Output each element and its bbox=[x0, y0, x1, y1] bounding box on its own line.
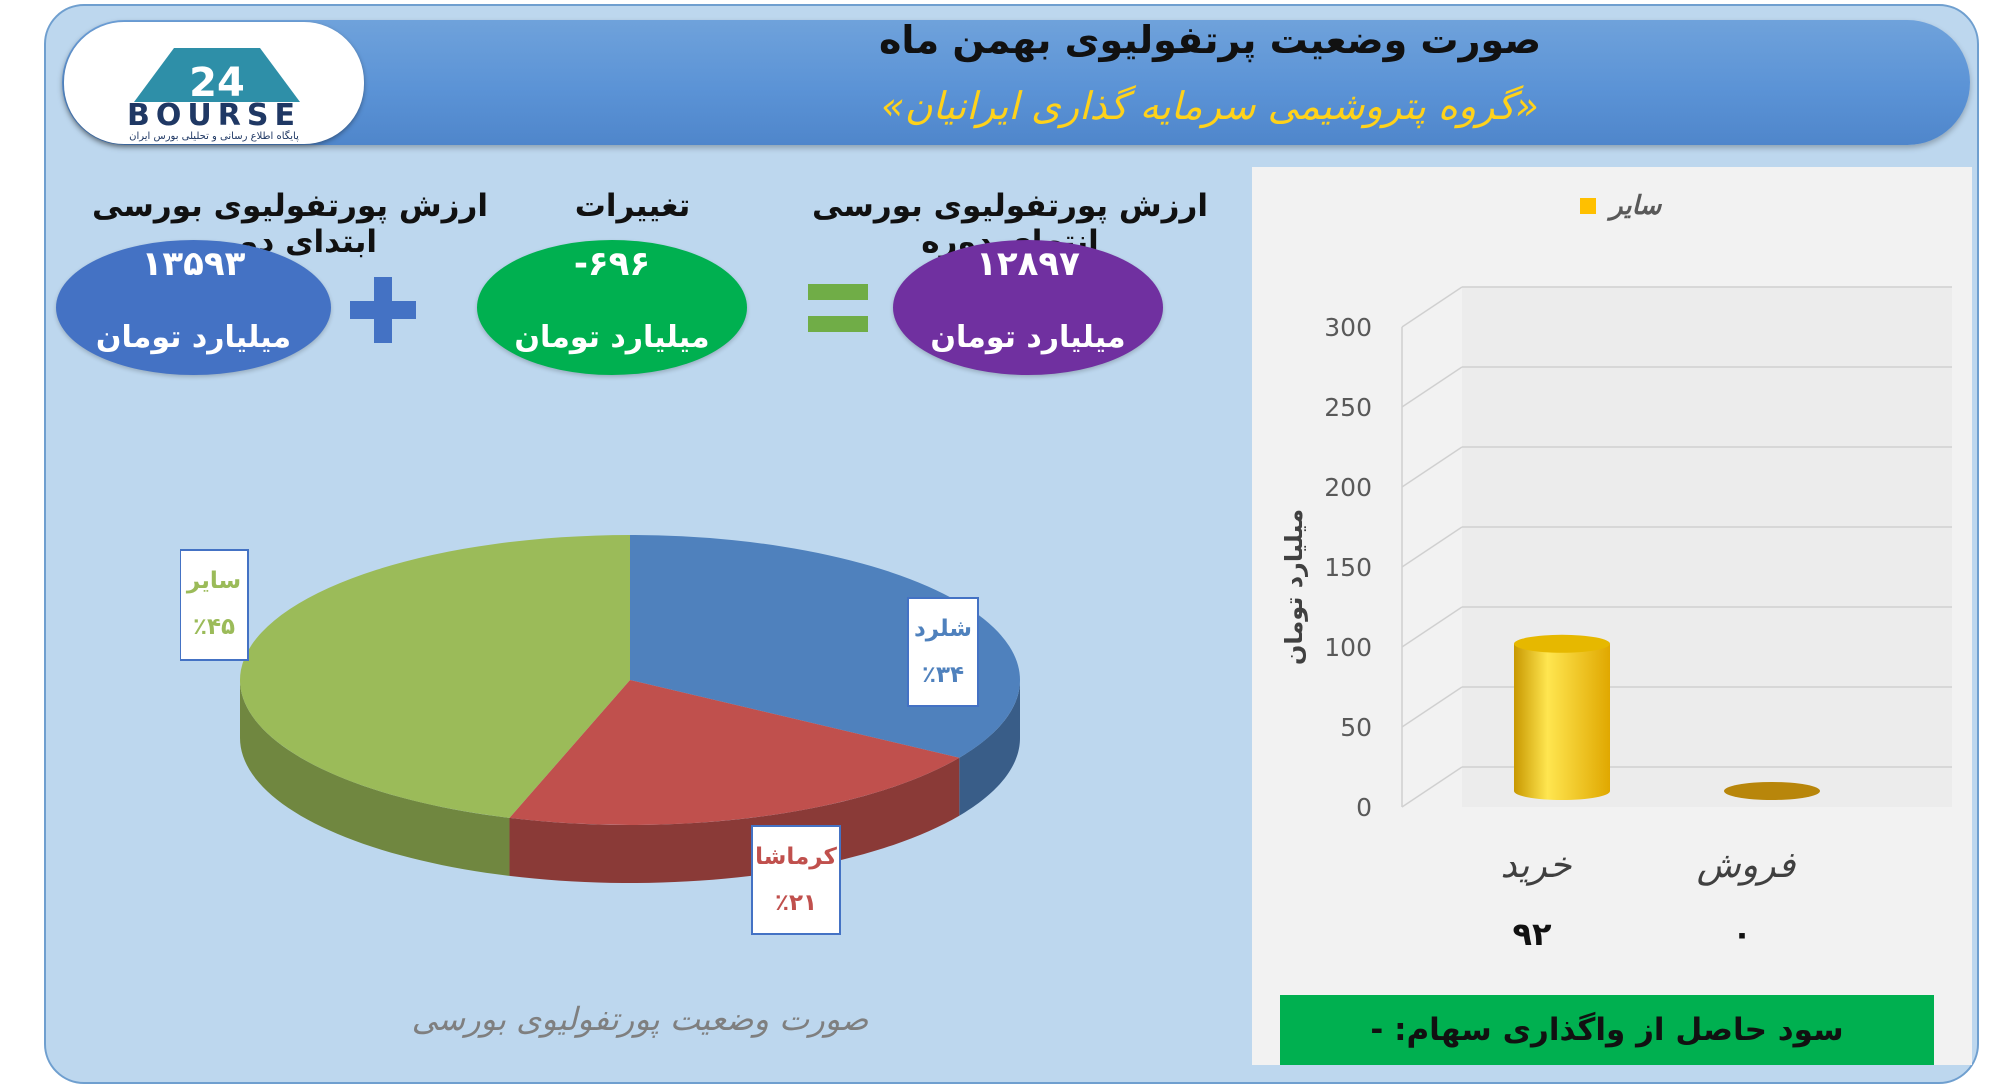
page-subtitle: «گروه پتروشیمی سرمایه گذاری ایرانیان» bbox=[881, 84, 1539, 128]
bar-top-0 bbox=[1514, 634, 1610, 653]
equals-bar-top bbox=[808, 284, 868, 300]
grid-line-side-5 bbox=[1401, 366, 1463, 408]
logo-number: 24 bbox=[189, 60, 245, 106]
bar-body-0 bbox=[1514, 643, 1610, 800]
start-value-ellipse: ۱۳۵۹۳ میلیارد تومان bbox=[56, 240, 331, 375]
pie-slice-percent-1: ٪۲۱ bbox=[775, 890, 817, 916]
pie-slice-label-2: سایر bbox=[186, 568, 241, 594]
pie-slice-2 bbox=[239, 535, 630, 818]
pie-slice-percent-2: ٪۴۵ bbox=[193, 614, 235, 640]
logo-graphic: 24 BOURSE پایگاه اطلاع رسانی و تحلیلی بو… bbox=[127, 48, 301, 142]
plus-icon bbox=[350, 277, 416, 343]
legend-swatch bbox=[1580, 198, 1596, 214]
portfolio-pie-chart: شلرد ٪۳۴ کرماشا ٪۲۱ سایر ٪۴۵ bbox=[180, 535, 1020, 935]
data-label-0: ۹۲ bbox=[1512, 915, 1552, 953]
header-banner bbox=[62, 20, 1970, 145]
start-value: ۱۳۵۹۳ bbox=[141, 244, 246, 284]
logo: 24 BOURSE پایگاه اطلاع رسانی و تحلیلی بو… bbox=[64, 22, 364, 144]
pie-slice-percent-0: ٪۳۴ bbox=[922, 662, 964, 688]
end-value-unit: میلیارد تومان bbox=[930, 320, 1126, 355]
pie-slice-1 bbox=[509, 680, 960, 825]
end-value-ellipse: ۱۲۸۹۷ میلیارد تومان bbox=[893, 240, 1163, 375]
y-tick-label-3: 150 bbox=[1324, 553, 1372, 582]
legend-label: سایر bbox=[1606, 191, 1663, 221]
start-value-unit: میلیارد تومان bbox=[95, 320, 292, 355]
grid-line-side-6 bbox=[1401, 286, 1463, 328]
pie-slice-side-2 bbox=[240, 680, 510, 876]
equals-bar-bottom bbox=[808, 316, 868, 332]
pie-slice-label-1: کرماشا bbox=[755, 844, 837, 870]
logo-roof-shape bbox=[134, 48, 300, 102]
pie-label-box-2 bbox=[180, 549, 249, 661]
bar-top-1 bbox=[1724, 782, 1820, 800]
pie-caption: صورت وضعیت پورتفولیوی بورسی bbox=[411, 1000, 869, 1038]
grid-line-side-4 bbox=[1401, 446, 1463, 488]
y-tick-label-6: 300 bbox=[1324, 313, 1372, 342]
pie-label-box-0 bbox=[907, 597, 979, 707]
logo-tagline: پایگاه اطلاع رسانی و تحلیلی بورس ایران bbox=[129, 130, 299, 142]
y-tick-label-2: 100 bbox=[1324, 633, 1372, 662]
trade-bar-chart: 0 50 100 150 200 250 300 میلیارد تومان سایر خرید ۹… bbox=[1280, 191, 1952, 953]
logo-text: BOURSE bbox=[127, 98, 301, 133]
grid-line-side-1 bbox=[1401, 686, 1463, 728]
pie-label-box-1 bbox=[751, 825, 841, 935]
change-value: -۶۹۶ bbox=[573, 244, 651, 284]
change-unit: میلیارد تومان bbox=[514, 320, 710, 355]
bar-1 bbox=[1724, 782, 1820, 800]
pie-slice-label-0: شلرد bbox=[914, 616, 972, 642]
equals-icon bbox=[808, 284, 868, 332]
y-tick-label-0: 0 bbox=[1356, 793, 1372, 822]
change-ellipse: -۶۹۶ میلیارد تومان bbox=[477, 240, 747, 375]
y-axis-title: میلیارد تومان bbox=[1280, 509, 1308, 665]
grid-line-side-3 bbox=[1401, 526, 1463, 568]
plus-bar-vertical bbox=[374, 277, 392, 343]
data-label-1: ۰ bbox=[1732, 915, 1752, 953]
bar-0 bbox=[1514, 634, 1610, 800]
pie-slice-side-1 bbox=[509, 757, 960, 883]
y-tick-label-1: 50 bbox=[1340, 713, 1372, 742]
x-category-label-1: فروش bbox=[1697, 845, 1796, 886]
y-tick-label-4: 200 bbox=[1324, 473, 1372, 502]
page-title: صورت وضعیت پرتفولیوی بهمن ماه bbox=[878, 18, 1542, 62]
y-tick-label-5: 250 bbox=[1324, 393, 1372, 422]
end-value: ۱۲۸۹۷ bbox=[976, 244, 1080, 284]
grid-line-side-0 bbox=[1401, 766, 1463, 808]
pie-slice-side-0 bbox=[959, 680, 1020, 816]
x-category-label-0: خرید bbox=[1500, 845, 1572, 886]
change-label: تغییرات bbox=[574, 188, 691, 224]
start-value-label: ارزش پورتفولیوی بورسی ابتدای دوره bbox=[92, 188, 488, 260]
profit-box: سود حاصل از واگذاری سهام: - bbox=[1280, 995, 1934, 1065]
grid-line-side-2 bbox=[1401, 606, 1463, 648]
